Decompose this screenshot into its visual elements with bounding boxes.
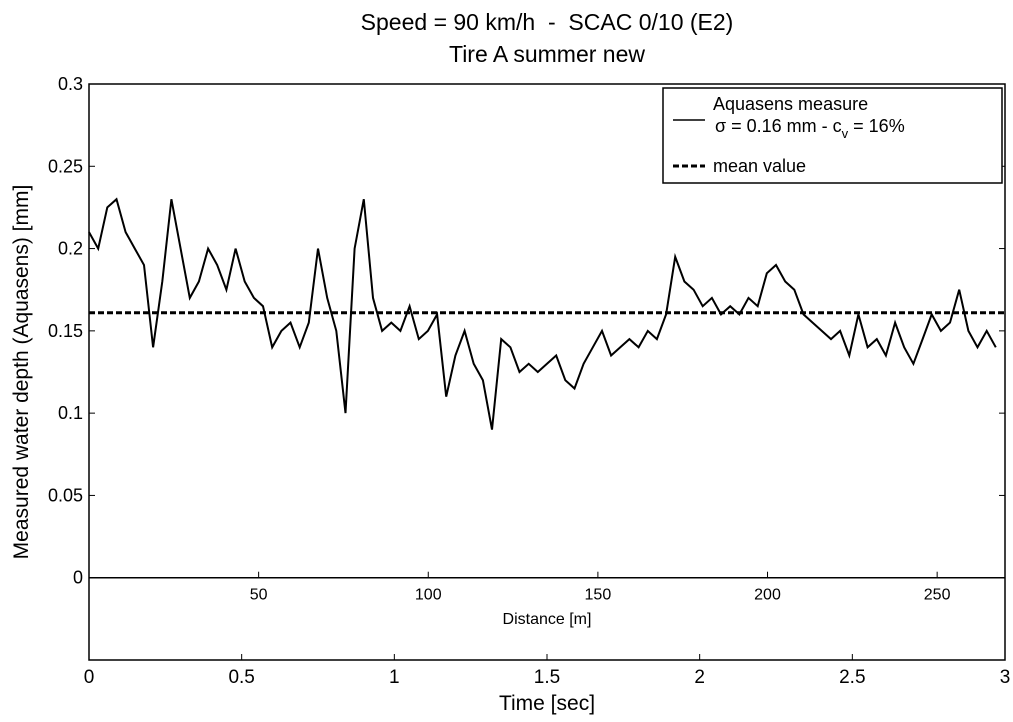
x-tick-label: 3 [1000, 667, 1011, 688]
x2-tick-label: 200 [754, 587, 781, 604]
y-tick-label: 0.05 [48, 485, 83, 505]
y-tick-label: 0.15 [48, 321, 83, 341]
data-line [88, 197, 997, 430]
y-tick-label: 0.25 [48, 156, 83, 176]
legend-box [662, 87, 1003, 184]
x-axis-label: Time [sec] [499, 692, 595, 715]
x2-tick-label: 50 [250, 587, 268, 604]
legend-note-sub: v [842, 126, 849, 141]
x2-tick-label: 100 [415, 587, 442, 604]
legend-label: mean value [713, 156, 806, 176]
x2-tick-label: 150 [585, 587, 612, 604]
y-tick-label: 0 [73, 568, 83, 588]
x-tick-label: 0.5 [228, 667, 254, 688]
y-tick-label: 0.3 [58, 74, 83, 94]
chart-title: Speed = 90 km/h - SCAC 0/10 (E2) [361, 9, 734, 35]
y-axis-label: Measured water depth (Aquasens) [mm] [10, 185, 33, 560]
x-tick-label: 1 [389, 667, 400, 688]
x-tick-label: 2.5 [839, 667, 865, 688]
x-tick-label: 1.5 [534, 667, 560, 688]
x-tick-label: 2 [694, 667, 705, 688]
x-tick-label: 0 [84, 667, 95, 688]
legend-label: Aquasens measure [713, 94, 868, 114]
chart-subtitle: Tire A summer new [449, 41, 645, 67]
x2-axis-label: Distance [m] [503, 611, 592, 628]
legend-note: σ = 0.16 mm - cv = 16% [715, 116, 905, 141]
x2-tick-label: 250 [924, 587, 951, 604]
y-tick-label: 0.1 [58, 403, 83, 423]
legend-note-text: σ = 0.16 mm - c [715, 116, 842, 136]
legend-note-tail: = 16% [848, 116, 905, 136]
y-tick-label: 0.2 [58, 239, 83, 259]
